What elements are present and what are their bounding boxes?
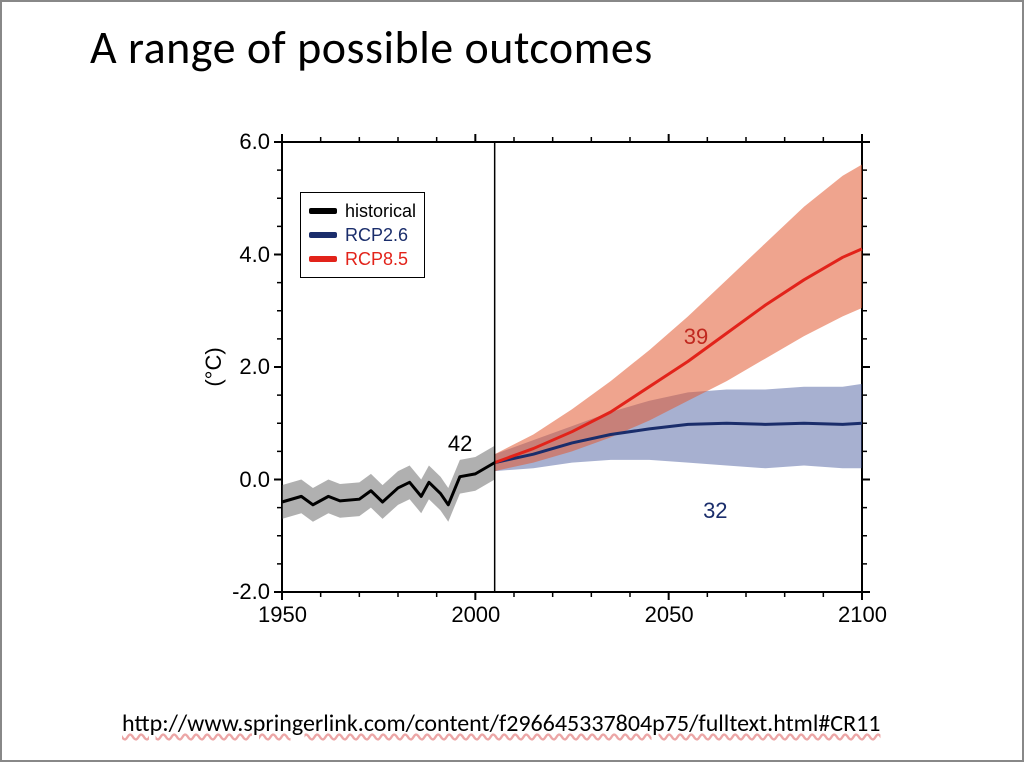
legend-label: RCP2.6: [345, 225, 408, 246]
legend-label: historical: [345, 201, 416, 222]
x-tick-label: 2050: [645, 602, 694, 628]
y-tick-label: 6.0: [239, 129, 270, 155]
legend-swatch: [309, 232, 337, 238]
chart-annotation: 39: [684, 324, 708, 350]
legend-swatch: [309, 256, 337, 262]
chart-annotation: 32: [703, 498, 727, 524]
legend-label: RCP8.5: [345, 249, 408, 270]
x-tick-label: 1950: [258, 602, 307, 628]
y-tick-label: 0.0: [239, 467, 270, 493]
x-tick-label: 2000: [451, 602, 500, 628]
legend-item: historical: [309, 199, 416, 223]
source-url: http://www.springerlink.com/content/f296…: [122, 709, 880, 738]
x-tick-label: 2100: [838, 602, 887, 628]
legend-item: RCP8.5: [309, 247, 416, 271]
climate-chart: (°C) historicalRCP2.6RCP8.5 423932 19502…: [212, 122, 872, 642]
page-title: A range of possible outcomes: [90, 20, 653, 76]
y-tick-label: 4.0: [239, 242, 270, 268]
slide: A range of possible outcomes (°C) histor…: [0, 0, 1024, 762]
legend-item: RCP2.6: [309, 223, 416, 247]
y-axis-label: (°C): [201, 347, 227, 386]
chart-annotation: 42: [448, 431, 472, 457]
y-tick-label: 2.0: [239, 354, 270, 380]
legend: historical RCP2.6 RCP8.5: [300, 192, 425, 278]
legend-swatch: [309, 208, 337, 214]
y-tick-label: -2.0: [232, 579, 270, 605]
